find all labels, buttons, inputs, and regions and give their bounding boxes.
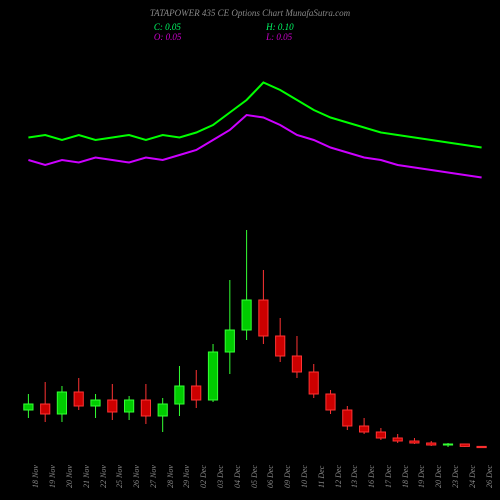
x-axis-label: 20 Nov: [65, 465, 75, 488]
x-axis-label: 04 Dec: [233, 465, 243, 488]
candle-body: [276, 336, 285, 356]
x-axis-label: 24 Dec: [468, 465, 478, 488]
candle-body: [57, 392, 66, 414]
candle-body: [74, 392, 83, 406]
candle-body: [192, 386, 201, 400]
candle-body: [24, 404, 33, 410]
candle-body: [259, 300, 268, 336]
x-axis-label: 09 Dec: [283, 465, 293, 488]
candle-body: [393, 438, 402, 441]
x-axis-label: 11 Dec: [317, 466, 327, 488]
candle-body: [141, 400, 150, 416]
x-axis-label: 26 Dec: [485, 465, 495, 488]
x-axis-label: 27 Nov: [149, 465, 159, 488]
candle-body: [108, 400, 117, 412]
indicator-line: [28, 115, 481, 178]
candle-body: [460, 444, 469, 446]
candle-body: [326, 394, 335, 410]
x-axis-label: 19 Dec: [417, 465, 427, 488]
x-axis-label: 13 Dec: [350, 465, 360, 488]
x-axis-label: 22 Nov: [99, 465, 109, 488]
x-axis-label: 10 Dec: [300, 465, 310, 488]
candle-body: [158, 404, 167, 416]
chart-container: TATAPOWER 435 CE Options Chart MunafaSut…: [0, 0, 500, 500]
x-axis-label: 23 Dec: [451, 465, 461, 488]
candle-body: [477, 446, 486, 447]
x-axis-label: 25 Nov: [115, 465, 125, 488]
x-axis-label: 03 Dec: [216, 465, 226, 488]
candle-body: [91, 400, 100, 406]
x-axis-label: 18 Dec: [401, 465, 411, 488]
candle-body: [309, 372, 318, 394]
candle-body: [343, 410, 352, 426]
x-axis-label: 17 Dec: [384, 465, 394, 488]
chart-svg: [0, 0, 500, 500]
candle-body: [360, 426, 369, 432]
candle-body: [125, 400, 134, 412]
x-axis-label: 20 Dec: [434, 465, 444, 488]
x-axis-label: 16 Dec: [367, 465, 377, 488]
candle-body: [292, 356, 301, 372]
x-axis-label: 26 Nov: [132, 465, 142, 488]
indicator-line: [28, 83, 481, 148]
candle-body: [208, 352, 217, 400]
candle-body: [41, 404, 50, 414]
x-axis-label: 05 Dec: [250, 465, 260, 488]
candle-body: [443, 444, 452, 445]
candle-body: [242, 300, 251, 330]
x-axis-label: 29 Nov: [182, 465, 192, 488]
x-axis-label: 18 Nov: [31, 465, 41, 488]
x-axis-label: 02 Dec: [199, 465, 209, 488]
x-axis-label: 12 Dec: [334, 465, 344, 488]
x-axis-label: 06 Dec: [266, 465, 276, 488]
candle-body: [376, 432, 385, 438]
x-axis-label: 21 Nov: [82, 465, 92, 488]
candle-body: [410, 441, 419, 443]
candle-body: [427, 443, 436, 445]
candle-body: [225, 330, 234, 352]
x-axis-label: 28 Nov: [166, 465, 176, 488]
x-axis-label: 19 Nov: [48, 465, 58, 488]
candle-body: [175, 386, 184, 404]
